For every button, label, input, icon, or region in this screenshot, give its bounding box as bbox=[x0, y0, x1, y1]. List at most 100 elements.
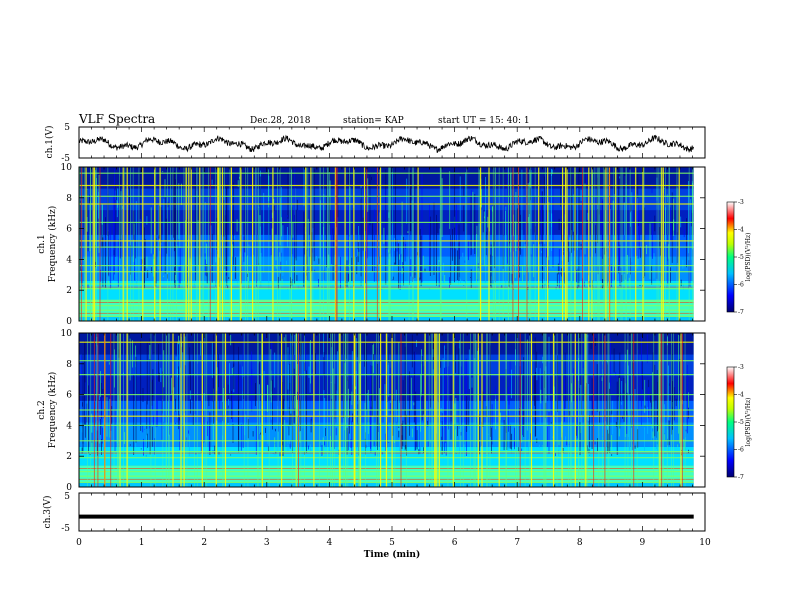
spectrogram-sferic bbox=[278, 333, 279, 487]
spectrogram-sferic bbox=[364, 167, 365, 321]
spectrogram-speckle bbox=[678, 335, 679, 434]
spectrogram-speckle bbox=[291, 414, 292, 426]
spectrogram-sferic bbox=[128, 333, 129, 487]
spectrogram-speckle bbox=[420, 374, 421, 432]
spectrogram-sferic bbox=[429, 333, 430, 487]
spectrogram-sferic bbox=[535, 167, 536, 321]
spectrogram-speckle bbox=[101, 439, 102, 455]
spectrogram-sferic bbox=[490, 333, 491, 487]
spectrogram-sferic bbox=[257, 167, 258, 321]
spectrogram-speckle bbox=[121, 191, 122, 239]
spectrogram-speckle bbox=[249, 245, 250, 285]
spectrogram-speckle bbox=[260, 215, 261, 284]
spectrogram-sferic bbox=[598, 167, 599, 321]
spectrogram-sferic bbox=[662, 333, 663, 487]
spectrogram-speckle bbox=[504, 184, 505, 236]
ch2-colorbar-ticks: -3-4-5-6-7 bbox=[734, 364, 744, 481]
spectrogram-speckle bbox=[173, 172, 174, 238]
spectrogram-sferic bbox=[635, 167, 636, 321]
spectrogram-speckle bbox=[179, 341, 180, 415]
spectrogram-sferic bbox=[176, 167, 177, 321]
spectrogram-speckle bbox=[429, 204, 430, 271]
time-tick-label: 6 bbox=[452, 538, 458, 548]
spectrogram-speckle bbox=[637, 171, 638, 199]
spectrogram-speckle bbox=[152, 405, 153, 409]
spectrogram-sferic bbox=[454, 333, 455, 487]
spectrogram-sferic bbox=[301, 333, 302, 487]
spectrogram-strong-sferic bbox=[604, 333, 605, 487]
spectrogram-speckle bbox=[82, 218, 83, 286]
time-tick-label: 3 bbox=[264, 538, 270, 548]
spectrogram-sferic bbox=[354, 333, 355, 487]
spectrogram-speckle bbox=[375, 267, 376, 268]
spectrogram-strong-sferic bbox=[609, 167, 610, 321]
spectrogram-speckle bbox=[629, 416, 630, 449]
spectrogram-speckle bbox=[302, 343, 303, 428]
spectrogram-speckle bbox=[559, 441, 560, 445]
spectrogram-speckle bbox=[624, 274, 625, 284]
spectrogram-speckle bbox=[481, 189, 482, 207]
spectrogram-speckle bbox=[361, 276, 362, 287]
spectrogram-speckle bbox=[233, 364, 234, 368]
spectrogram-sferic bbox=[609, 333, 610, 487]
spectrogram-speckle bbox=[534, 375, 535, 406]
spectrogram-sferic bbox=[389, 167, 390, 321]
spectrogram-speckle bbox=[310, 342, 311, 393]
spectrogram-band bbox=[79, 300, 694, 301]
spectrogram-speckle bbox=[387, 242, 388, 250]
spectrogram-speckle bbox=[323, 437, 324, 455]
spectrogram-speckle bbox=[274, 206, 275, 211]
spectrogram-speckle bbox=[444, 346, 445, 368]
spectrogram-speckle bbox=[647, 335, 648, 363]
spectrogram-sferic bbox=[448, 333, 449, 487]
spectrogram-speckle bbox=[88, 385, 89, 452]
spectrogram-speckle bbox=[650, 223, 651, 279]
spectrogram-sferic bbox=[473, 333, 474, 487]
spectrogram-sferic bbox=[123, 333, 124, 487]
spectrogram-sferic bbox=[566, 167, 567, 321]
spectrogram-sferic bbox=[585, 333, 586, 487]
spectrogram-speckle bbox=[297, 400, 298, 416]
spectrogram-speckle bbox=[670, 267, 671, 282]
spectrogram-sferic bbox=[230, 167, 231, 321]
spectrogram-sferic bbox=[480, 167, 481, 321]
spectrogram-sferic bbox=[663, 167, 664, 321]
spectrogram-speckle bbox=[625, 362, 626, 383]
spectrogram-speckle bbox=[541, 206, 542, 213]
spectrogram-speckle bbox=[528, 183, 529, 222]
spectrogram-speckle bbox=[403, 237, 404, 285]
spectrogram-speckle bbox=[219, 359, 220, 410]
spectrogram-speckle bbox=[120, 176, 121, 258]
spectrogram-speckle bbox=[282, 279, 283, 286]
spectrogram-sferic bbox=[332, 333, 333, 487]
spectrogram-speckle bbox=[636, 189, 637, 227]
spectrogram-speckle bbox=[365, 251, 366, 283]
spectrogram-sferic bbox=[441, 167, 442, 321]
spectrogram-sferic bbox=[292, 333, 293, 487]
spectrogram-speckle bbox=[428, 441, 429, 446]
spectrogram-speckle bbox=[100, 419, 101, 435]
spectrogram-speckle bbox=[411, 378, 412, 410]
spectrogram-sferic bbox=[248, 333, 249, 487]
spectrogram-speckle bbox=[402, 435, 403, 440]
spectrogram-sferic bbox=[198, 167, 199, 321]
ch1-colorbar-scale bbox=[727, 202, 734, 312]
spectrogram-speckle bbox=[175, 275, 176, 280]
spectrogram-sferic bbox=[570, 333, 571, 487]
spectrogram-speckle bbox=[611, 411, 612, 415]
spectrogram-speckle bbox=[130, 444, 131, 445]
spectrogram-band bbox=[79, 316, 694, 317]
spectrogram-speckle bbox=[555, 453, 556, 456]
spectrogram-sferic bbox=[603, 167, 604, 321]
spectrogram-speckle bbox=[657, 431, 658, 454]
spectrogram-speckle bbox=[296, 210, 297, 261]
spectrogram-speckle bbox=[226, 269, 227, 275]
time-axis-label: Time (min) bbox=[364, 549, 421, 560]
spectrogram-strong-sferic bbox=[366, 167, 367, 321]
spectrogram-speckle bbox=[421, 349, 422, 396]
spectrogram-speckle bbox=[473, 265, 474, 281]
spectrogram-speckle bbox=[416, 416, 417, 447]
spectrogram-speckle bbox=[251, 369, 252, 411]
spectrogram-sferic bbox=[614, 167, 615, 321]
